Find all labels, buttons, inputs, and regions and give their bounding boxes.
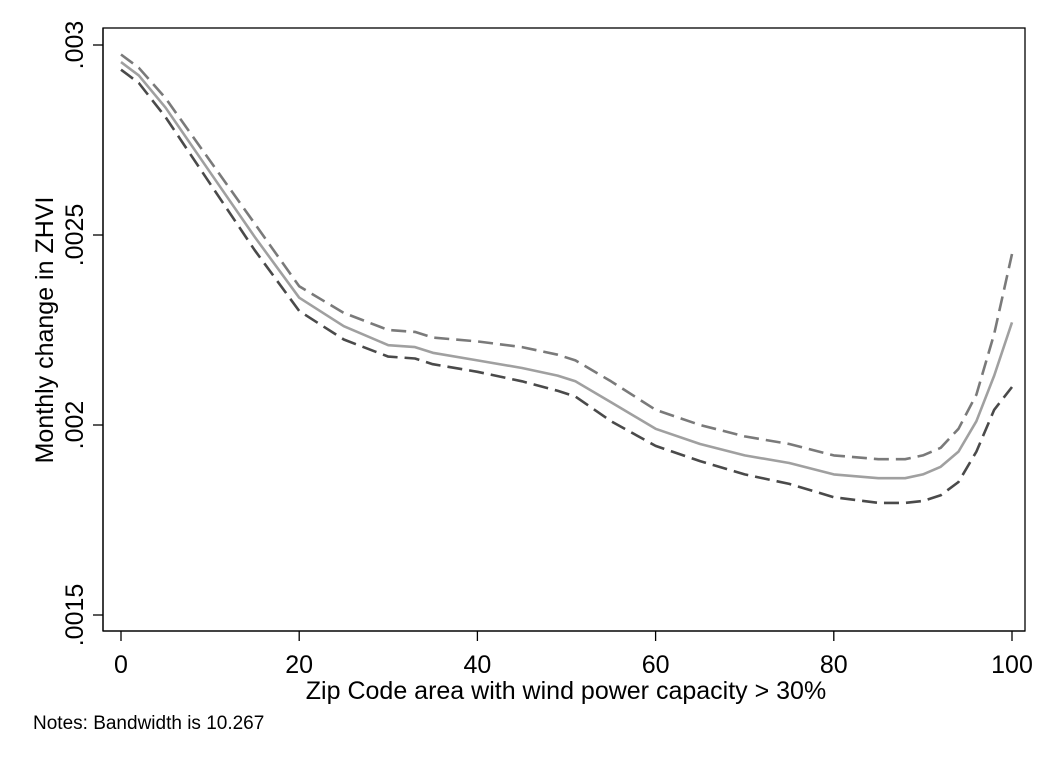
x-ticks: 0 20 40 60 80 100 — [114, 631, 1033, 679]
y-tick-label: .003 — [61, 21, 89, 70]
x-tick-label: 60 — [642, 651, 670, 679]
x-tick-label: 0 — [114, 651, 128, 679]
x-tick-label: 20 — [285, 651, 313, 679]
y-tick-label: .0025 — [61, 204, 89, 267]
y-ticks: .0015 .002 .0025 .003 — [61, 21, 103, 647]
y-tick-label: .002 — [61, 401, 89, 450]
y-axis-label: Monthly change in ZHVI — [31, 197, 59, 464]
x-tick-label: 80 — [820, 651, 848, 679]
chart-notes: Notes: Bandwidth is 10.267 — [33, 713, 265, 734]
x-tick-label: 100 — [991, 651, 1033, 679]
plot-frame — [102, 27, 1026, 632]
x-tick-label: 40 — [463, 651, 491, 679]
x-axis-label: Zip Code area with wind power capacity >… — [306, 677, 826, 705]
estimate-line-0 — [120, 61, 1014, 480]
confidence-band-line-1 — [120, 53, 1014, 461]
series-layer — [120, 53, 1014, 505]
chart: 0 20 40 60 80 100 .0015 .002 .0025 .003 Zip Code… — [31, 21, 1033, 705]
confidence-band-line-2 — [120, 68, 1014, 505]
y-tick-label: .0015 — [61, 584, 89, 647]
